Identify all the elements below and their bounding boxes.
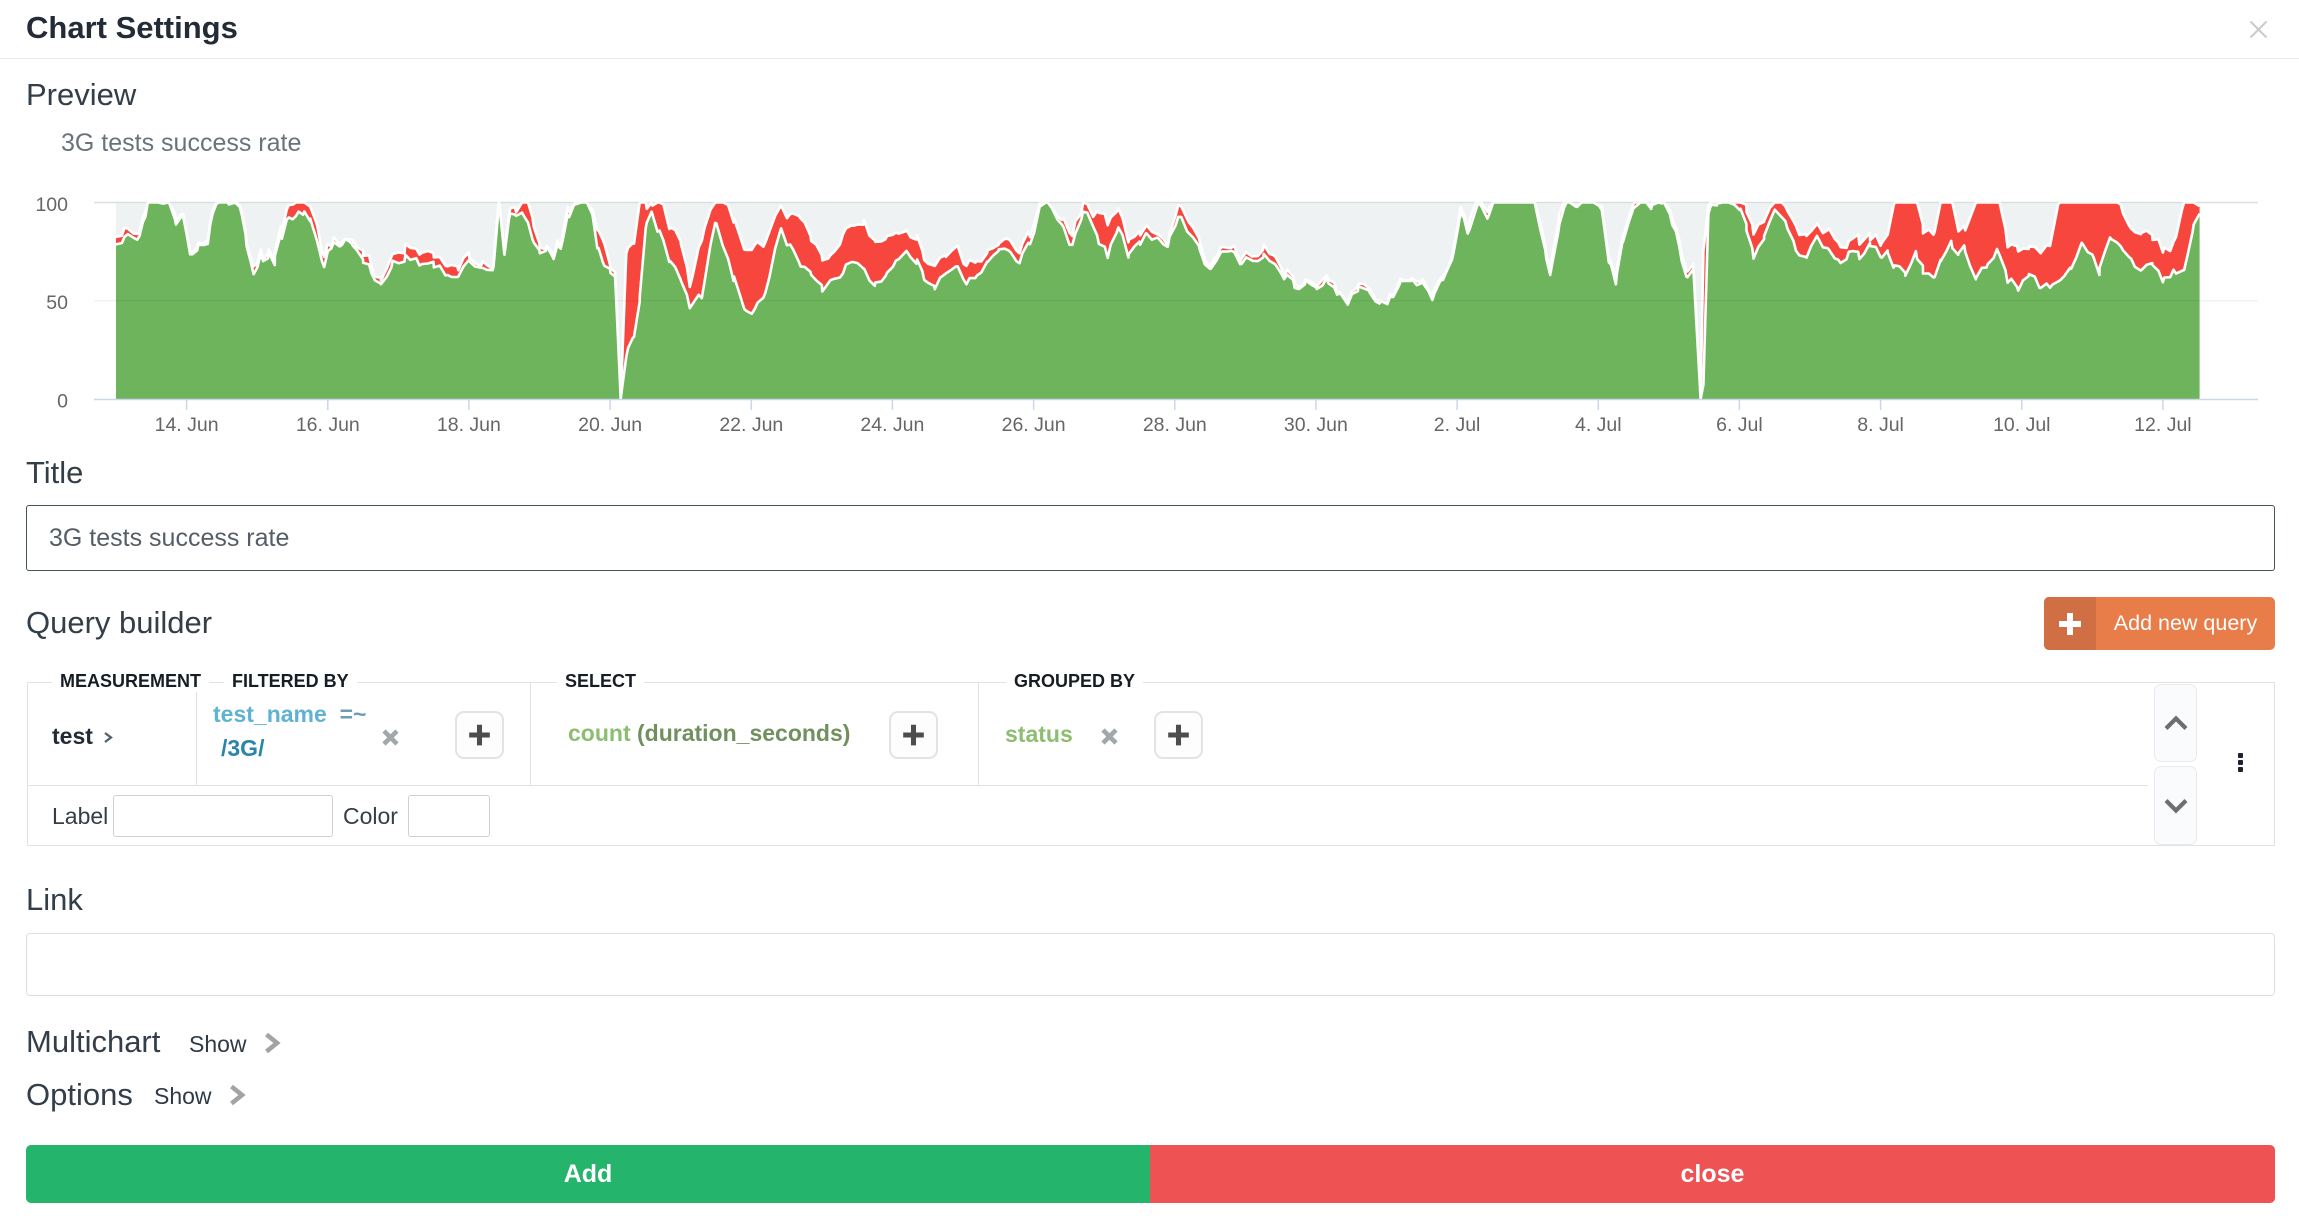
svg-text:12. Jul: 12. Jul — [2134, 414, 2191, 436]
svg-text:28. Jun: 28. Jun — [1143, 414, 1207, 436]
svg-text:10. Jul: 10. Jul — [1993, 414, 2050, 436]
svg-text:20. Jun: 20. Jun — [578, 414, 642, 436]
svg-text:8. Jul: 8. Jul — [1857, 414, 1904, 436]
svg-text:4. Jul: 4. Jul — [1575, 414, 1622, 436]
svg-text:18. Jun: 18. Jun — [437, 414, 501, 436]
svg-text:6. Jul: 6. Jul — [1716, 414, 1763, 436]
svg-text:24. Jun: 24. Jun — [860, 414, 924, 436]
svg-text:100: 100 — [35, 194, 68, 216]
svg-text:30. Jun: 30. Jun — [1284, 414, 1348, 436]
svg-text:0: 0 — [57, 391, 68, 413]
svg-text:2. Jul: 2. Jul — [1434, 414, 1481, 436]
svg-text:26. Jun: 26. Jun — [1002, 414, 1066, 436]
svg-text:16. Jun: 16. Jun — [296, 414, 360, 436]
svg-text:22. Jun: 22. Jun — [719, 414, 783, 436]
svg-text:50: 50 — [46, 292, 68, 314]
svg-text:14. Jun: 14. Jun — [155, 414, 219, 436]
